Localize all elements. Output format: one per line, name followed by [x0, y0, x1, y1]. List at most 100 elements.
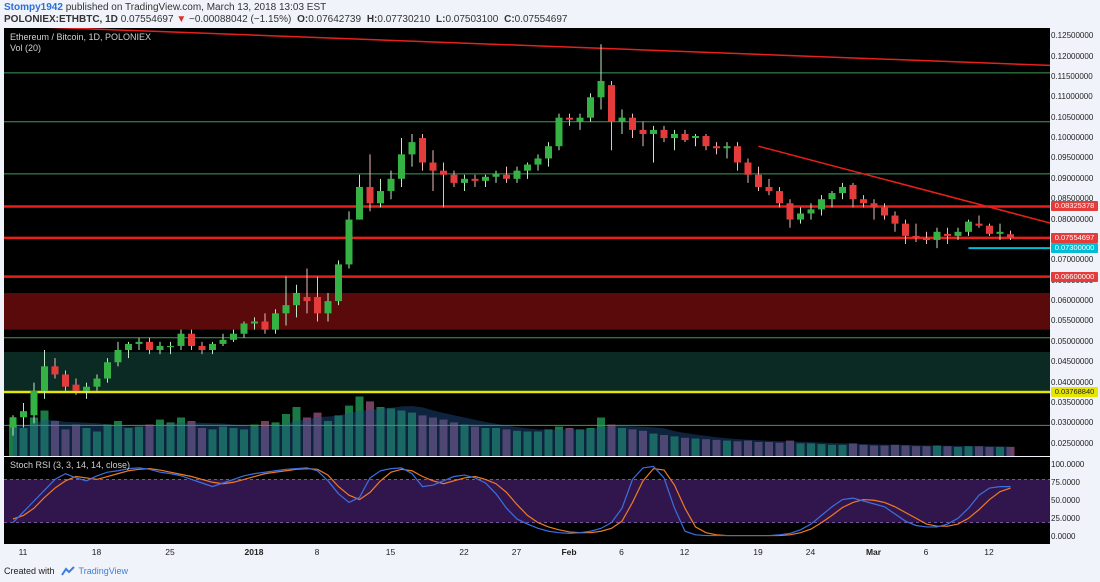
volume-bar	[849, 443, 857, 456]
volume-bar	[639, 430, 647, 456]
candle	[933, 227, 941, 249]
candle	[314, 276, 321, 322]
candle	[177, 329, 185, 351]
candle	[9, 415, 17, 436]
price-tick-label: 0.09500000	[1051, 153, 1094, 163]
candle-body	[954, 231, 962, 236]
volume-bar	[796, 443, 805, 456]
price-chart-svg[interactable]	[4, 28, 1050, 456]
volume-bar	[817, 444, 826, 456]
volume-bar	[954, 446, 962, 456]
candle-body	[587, 97, 594, 118]
candle	[650, 125, 657, 163]
candle-body	[902, 223, 909, 236]
candle	[975, 215, 983, 228]
candle-body	[860, 199, 867, 204]
candle	[146, 337, 153, 355]
price-tick-label: 0.04000000	[1051, 377, 1094, 387]
stoch-rsi-title: Stoch RSI (3, 3, 14, 14, close)	[10, 460, 131, 470]
volume-bar	[166, 422, 175, 456]
candle	[188, 329, 195, 351]
created-with-label: Created with	[4, 566, 55, 576]
stoch-d-line	[12, 467, 1011, 537]
volume-bar	[628, 429, 637, 456]
candle	[114, 341, 122, 367]
candle-body	[282, 305, 290, 314]
trend-line	[46, 28, 1050, 67]
price-tick-label: 0.06000000	[1051, 296, 1094, 306]
candle-body	[471, 178, 479, 181]
candle-body	[923, 237, 930, 240]
price-badge: 0.06600000	[1051, 271, 1098, 282]
price-axis[interactable]: 0.12500000 0.12000000 0.11500000 0.11000000…	[1051, 28, 1100, 456]
volume-bar	[261, 421, 269, 456]
time-axis[interactable]: 11 18 25 2018 8 15 22 27 Feb 6 12 19 24 Mar 6 12	[4, 545, 1050, 559]
volume-bar	[492, 428, 500, 456]
candle	[398, 138, 405, 187]
candle	[51, 358, 59, 379]
volume-bar	[114, 421, 122, 456]
candle-body	[660, 129, 668, 139]
candle	[471, 174, 479, 187]
volume-bar	[292, 407, 301, 456]
stoch-rsi-pane[interactable]: Stoch RSI (3, 3, 14, 14, close)	[4, 457, 1050, 544]
candle-body	[776, 191, 783, 204]
candle	[587, 93, 594, 122]
time-tick-label: 12	[984, 547, 994, 557]
candle	[335, 260, 342, 306]
candle-body	[524, 164, 531, 171]
rsi-tick-label: 100.0000	[1051, 460, 1085, 469]
candle-body	[261, 321, 269, 330]
candle	[461, 174, 468, 192]
candle-body	[429, 162, 437, 171]
volume-bar	[61, 429, 70, 456]
candle	[881, 203, 888, 220]
candle-body	[72, 384, 80, 391]
candle	[135, 337, 143, 351]
candle	[30, 382, 38, 424]
candle-body	[62, 374, 69, 387]
price-tick-label: 0.05000000	[1051, 336, 1094, 346]
volume-bar	[324, 421, 332, 456]
candle-body	[692, 136, 699, 139]
candle-body	[387, 178, 395, 192]
candle-body	[839, 186, 846, 194]
tradingview-brand[interactable]: TradingView	[78, 566, 129, 576]
candle-body	[482, 176, 489, 181]
candle	[303, 268, 311, 314]
candle	[818, 195, 825, 216]
volume-bar	[691, 438, 700, 456]
open-value: 0.07642739	[308, 14, 362, 25]
volume-bar	[408, 412, 416, 456]
candle-body	[513, 170, 521, 179]
volume-bar	[82, 428, 91, 456]
low-label: L:	[436, 14, 446, 25]
candle	[765, 178, 773, 196]
candle	[681, 129, 689, 143]
time-tick-label: 22	[459, 547, 469, 557]
volume-bar	[576, 429, 584, 456]
candle	[912, 223, 920, 242]
candle-body	[303, 297, 311, 302]
candle-body	[744, 162, 752, 175]
price-tick-label: 0.08000000	[1051, 214, 1094, 224]
volume-bar	[859, 444, 868, 456]
candle-body	[125, 343, 132, 351]
candle-body	[597, 80, 605, 98]
volume-bar	[985, 446, 994, 456]
stoch-rsi-svg[interactable]	[4, 457, 1050, 544]
volume-bar	[586, 428, 595, 456]
low-value: 0.07503100	[445, 14, 499, 25]
candle-body	[419, 138, 426, 163]
author-link[interactable]: Stompy1942	[4, 2, 63, 13]
price-tick-label: 0.12000000	[1051, 51, 1094, 61]
rsi-axis[interactable]: 100.0000 75.0000 50.0000 25.0000 0.0000	[1051, 457, 1100, 544]
volume-bar	[481, 428, 490, 456]
stoch-rsi-band	[4, 479, 1050, 523]
candle-body	[965, 221, 972, 232]
candle-body	[51, 366, 59, 375]
candle	[503, 166, 510, 183]
candle-body	[608, 85, 615, 122]
price-chart-pane[interactable]: Ethereum / Bitcoin, 1D, POLONIEX Vol (20…	[4, 28, 1050, 456]
candle	[293, 284, 300, 318]
